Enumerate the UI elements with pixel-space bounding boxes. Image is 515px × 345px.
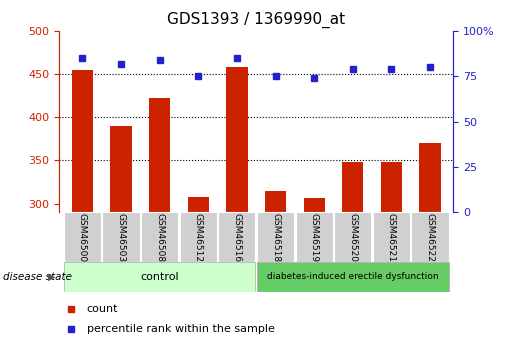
Bar bbox=[102, 212, 140, 262]
Bar bbox=[303, 198, 325, 212]
Text: GSM46522: GSM46522 bbox=[425, 213, 435, 262]
Text: GSM46521: GSM46521 bbox=[387, 213, 396, 262]
Text: GSM46520: GSM46520 bbox=[348, 213, 357, 262]
Text: disease state: disease state bbox=[3, 272, 72, 282]
Text: control: control bbox=[140, 272, 179, 282]
Bar bbox=[110, 126, 132, 212]
Text: percentile rank within the sample: percentile rank within the sample bbox=[87, 324, 274, 334]
Text: GSM46508: GSM46508 bbox=[155, 213, 164, 262]
Bar bbox=[187, 197, 209, 212]
Bar bbox=[180, 212, 217, 262]
Bar bbox=[296, 212, 333, 262]
Bar bbox=[342, 162, 364, 212]
Bar bbox=[411, 212, 449, 262]
Text: ▶: ▶ bbox=[48, 272, 55, 282]
Bar bbox=[381, 162, 402, 212]
Title: GDS1393 / 1369990_at: GDS1393 / 1369990_at bbox=[167, 12, 345, 28]
Bar bbox=[72, 70, 93, 212]
Bar bbox=[64, 212, 101, 262]
Text: GSM46516: GSM46516 bbox=[232, 213, 242, 262]
Bar bbox=[64, 262, 255, 292]
Text: diabetes-induced erectile dysfunction: diabetes-induced erectile dysfunction bbox=[267, 272, 439, 282]
Text: GSM46500: GSM46500 bbox=[78, 213, 87, 262]
Bar bbox=[226, 67, 248, 212]
Bar bbox=[141, 212, 178, 262]
Text: GSM46512: GSM46512 bbox=[194, 213, 203, 262]
Bar bbox=[257, 262, 449, 292]
Text: GSM46503: GSM46503 bbox=[116, 213, 126, 262]
Bar bbox=[265, 191, 286, 212]
Bar bbox=[419, 143, 441, 212]
Bar bbox=[373, 212, 410, 262]
Bar bbox=[149, 98, 170, 212]
Bar bbox=[218, 212, 255, 262]
Bar bbox=[257, 212, 294, 262]
Bar bbox=[334, 212, 371, 262]
Text: count: count bbox=[87, 304, 118, 314]
Text: GSM46519: GSM46519 bbox=[310, 213, 319, 262]
Text: GSM46518: GSM46518 bbox=[271, 213, 280, 262]
